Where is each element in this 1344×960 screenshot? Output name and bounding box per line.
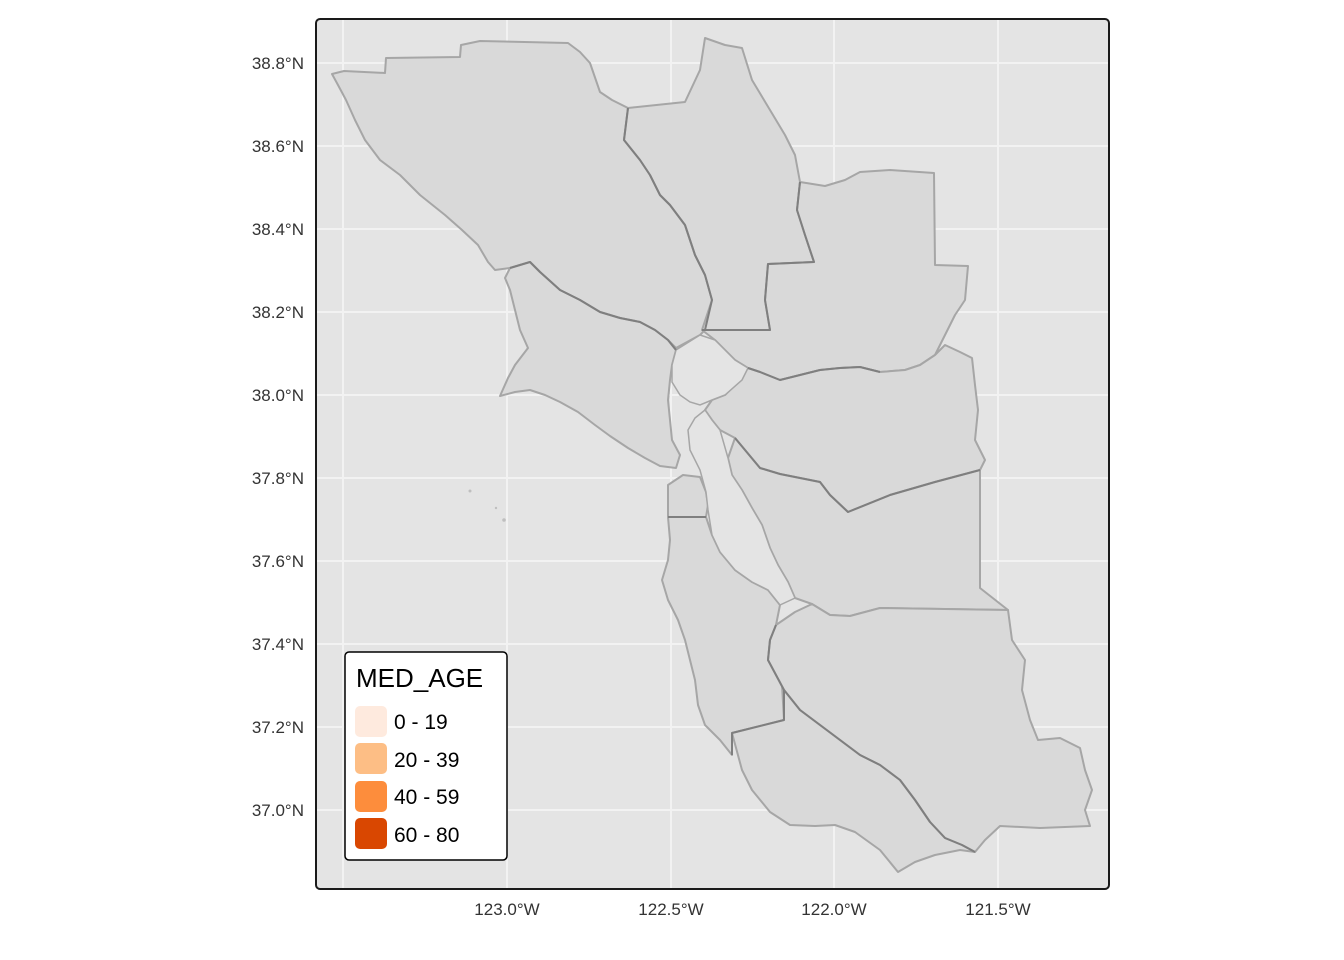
x-tick-label: 122.0°W	[801, 900, 866, 919]
boundary-solano-contra-costa	[747, 366, 881, 381]
y-tick-label: 37.2°N	[252, 718, 304, 737]
x-tick-label: 123.0°W	[474, 900, 539, 919]
legend-swatch-20-39	[355, 743, 387, 774]
boundary-san-mateo-santa-clara	[767, 624, 976, 853]
x-tick-label: 122.5°W	[638, 900, 703, 919]
island-mark	[502, 518, 506, 522]
y-tick-label: 38.2°N	[252, 303, 304, 322]
y-tick-label: 37.0°N	[252, 801, 304, 820]
legend-swatch-40-59	[355, 781, 387, 812]
y-tick-label: 38.8°N	[252, 54, 304, 73]
san-pablo-bay	[671, 334, 749, 406]
panel-border	[315, 18, 1110, 890]
y-axis-labels: 38.8°N 38.6°N 38.4°N 38.2°N 38.0°N 37.8°…	[252, 54, 304, 820]
legend-label: 0 - 19	[394, 711, 448, 734]
y-tick-label: 37.4°N	[252, 635, 304, 654]
legend-label: 60 - 80	[394, 824, 459, 847]
y-tick-label: 38.4°N	[252, 220, 304, 239]
island-mark	[468, 489, 472, 493]
y-tick-label: 37.8°N	[252, 469, 304, 488]
legend-swatch-0-19	[355, 706, 387, 737]
legend: MED_AGE 0 - 19 20 - 39 40 - 59 60 - 80	[344, 651, 508, 861]
boundary-contra-costa-alameda	[734, 437, 981, 513]
x-tick-label: 121.5°W	[965, 900, 1030, 919]
legend-label: 20 - 39	[394, 749, 459, 772]
county-san-francisco	[667, 474, 709, 518]
y-tick-label: 37.6°N	[252, 552, 304, 571]
legend-label: 40 - 59	[394, 786, 459, 809]
county-sonoma	[331, 40, 713, 349]
bay-water	[671, 334, 796, 606]
boundary-napa-solano	[702, 181, 815, 331]
farallon-islands	[468, 489, 506, 522]
boundary-san-mateo-santa-cruz	[731, 690, 785, 755]
boundary-sonoma-marin	[509, 261, 677, 351]
legend-swatch-60-80	[355, 818, 387, 849]
island-mark	[494, 506, 498, 510]
boundary-sonoma-napa	[623, 107, 713, 331]
y-tick-label: 38.6°N	[252, 137, 304, 156]
x-axis-labels: 123.0°W 122.5°W 122.0°W 121.5°W	[474, 900, 1030, 919]
county-boundaries	[509, 107, 981, 853]
legend-title: MED_AGE	[356, 663, 483, 693]
san-francisco-bay	[687, 408, 796, 606]
y-tick-label: 38.0°N	[252, 386, 304, 405]
